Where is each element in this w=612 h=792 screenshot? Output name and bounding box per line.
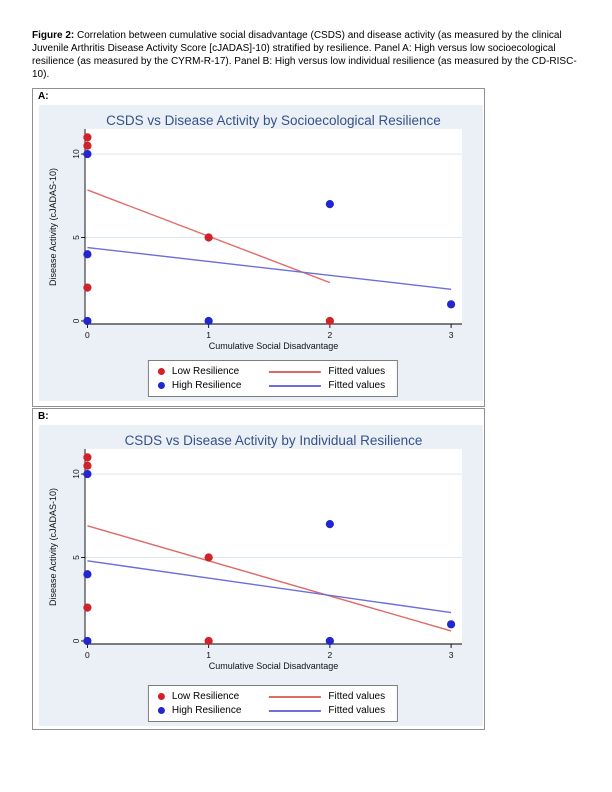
chart-b-plot-area: 0 1 2 3 0 5 10 <box>71 449 462 660</box>
chart-a-x-axis-label: Cumulative Social Disadvantage <box>208 341 339 351</box>
svg-text:1: 1 <box>206 650 211 660</box>
chart-a-plot-area: 0 1 2 3 0 5 10 <box>71 129 462 340</box>
blue-dot-marker-icon <box>157 707 165 714</box>
legend-entry-fitted-low: Fitted values <box>269 691 385 702</box>
legend-label: Fitted values <box>328 705 386 716</box>
legend-entry-low-resilience: Low Resilience <box>157 691 241 702</box>
legend-label: Low Resilience <box>171 691 240 702</box>
svg-text:0: 0 <box>85 330 90 340</box>
blue-line-marker-icon <box>269 384 322 387</box>
chart-b-y-axis-label: Disease Activity (cJADAS-10) <box>48 487 58 606</box>
legend-entry-high-resilience: High Resilience <box>157 380 242 391</box>
legend-label: Fitted values <box>328 691 386 702</box>
panel-a: A: CSDS vs Disease Activity by Socioecol… <box>32 88 485 407</box>
chart-a-legend: Low Resilience Fitted values High Resili… <box>147 360 399 397</box>
blue-dot-marker-icon <box>157 382 165 389</box>
panel-a-label: A: <box>38 91 49 102</box>
legend-entry-fitted-low: Fitted values <box>269 366 385 377</box>
blue-line-marker-icon <box>269 709 322 712</box>
panel-b-label: B: <box>38 411 49 422</box>
legend-label: Fitted values <box>328 366 386 377</box>
legend-entry-fitted-high: Fitted values <box>269 705 385 716</box>
chart-b-x-axis-label: Cumulative Social Disadvantage <box>208 661 339 671</box>
chart-b-title: CSDS vs Disease Activity by Individual R… <box>124 433 423 448</box>
svg-text:2: 2 <box>328 330 333 340</box>
legend-label: Low Resilience <box>171 366 240 377</box>
legend-label: High Resilience <box>171 380 242 391</box>
legend-label: High Resilience <box>171 705 242 716</box>
red-line-marker-icon <box>269 695 322 698</box>
legend-entry-low-resilience: Low Resilience <box>157 366 241 377</box>
figure-caption: Figure 2: Correlation between cumulative… <box>32 29 585 81</box>
svg-text:10: 10 <box>71 149 81 159</box>
svg-text:0: 0 <box>71 638 81 643</box>
svg-text:1: 1 <box>206 330 211 340</box>
svg-text:5: 5 <box>71 555 81 560</box>
svg-text:5: 5 <box>71 235 81 240</box>
svg-text:3: 3 <box>449 330 454 340</box>
red-dot-marker-icon <box>157 693 165 700</box>
legend-entry-high-resilience: High Resilience <box>157 705 242 716</box>
chart-b-legend: Low Resilience Fitted values High Resili… <box>147 685 399 722</box>
svg-text:2: 2 <box>328 650 333 660</box>
svg-text:10: 10 <box>71 469 81 479</box>
legend-entry-fitted-high: Fitted values <box>269 380 385 391</box>
svg-text:0: 0 <box>85 650 90 660</box>
chart-a: CSDS vs Disease Activity by Socioecologi… <box>39 105 483 401</box>
figure-caption-label: Figure 2: <box>32 30 75 41</box>
red-dot-marker-icon <box>157 368 165 375</box>
chart-a-y-axis-label: Disease Activity (cJADAS-10) <box>48 167 58 286</box>
figure-caption-text: Correlation between cumulative social di… <box>32 30 577 80</box>
red-line-marker-icon <box>269 370 322 373</box>
legend-label: Fitted values <box>328 380 386 391</box>
chart-a-title: CSDS vs Disease Activity by Socioecologi… <box>106 113 441 128</box>
svg-text:0: 0 <box>71 318 81 323</box>
svg-text:3: 3 <box>449 650 454 660</box>
panel-b: B: CSDS vs Disease Activity by Individua… <box>32 408 485 730</box>
chart-b: CSDS vs Disease Activity by Individual R… <box>39 425 483 726</box>
